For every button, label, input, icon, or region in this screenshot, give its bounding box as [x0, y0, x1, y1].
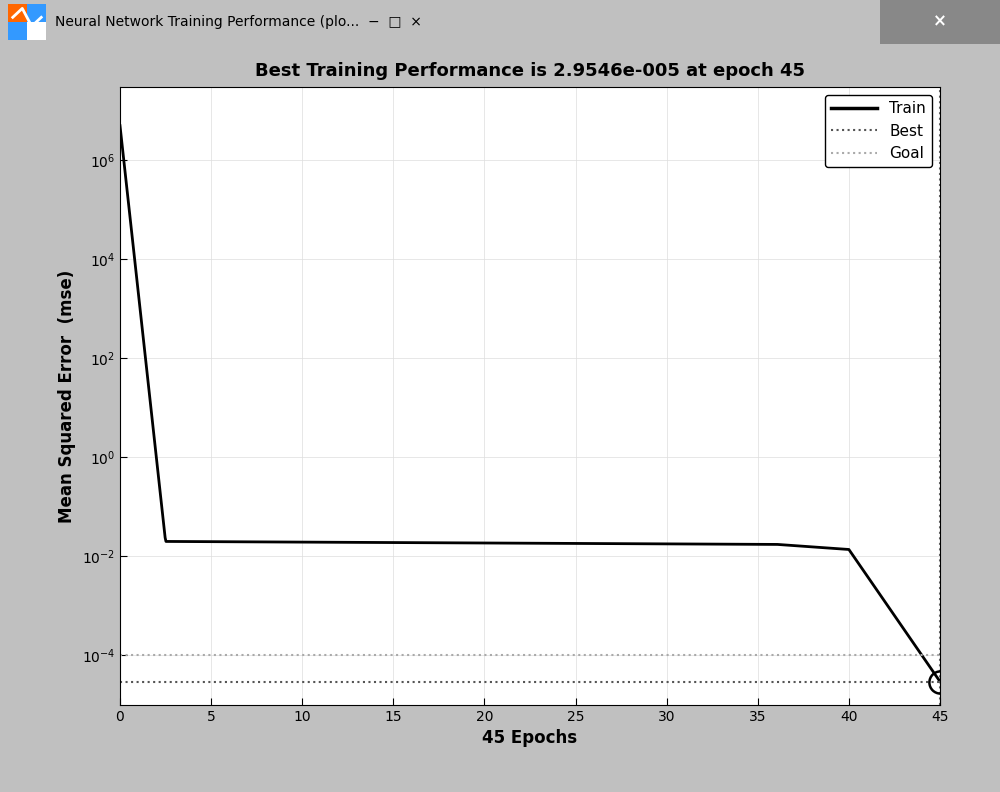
- Legend: Train, Best, Goal: Train, Best, Goal: [825, 95, 932, 167]
- Goal: [114, 650, 126, 660]
- Train: [114, 121, 126, 131]
- Line: Train: Train: [120, 126, 940, 682]
- Train: [753, 539, 765, 549]
- Bar: [27, 21, 46, 40]
- Bar: [880, 0, 1000, 44]
- Bar: [8, 21, 27, 40]
- Text: Neural Network Training Performance (plo...  −  □  ×: Neural Network Training Performance (plo…: [55, 15, 422, 29]
- Title: Best Training Performance is 2.9546e-005 at epoch 45: Best Training Performance is 2.9546e-005…: [255, 62, 805, 80]
- Train: [768, 539, 780, 549]
- Best: [132, 677, 144, 687]
- X-axis label: 45 Epochs: 45 Epochs: [482, 729, 578, 748]
- Train: [446, 538, 458, 547]
- Goal: [132, 650, 144, 660]
- Train: [198, 537, 210, 546]
- Best: [114, 677, 126, 687]
- Bar: [27, 4, 46, 21]
- Train: [934, 677, 946, 687]
- Train: [475, 539, 487, 548]
- Text: ×: ×: [933, 13, 947, 31]
- Train: [677, 539, 689, 549]
- Y-axis label: Mean Squared Error  (mse): Mean Squared Error (mse): [58, 269, 76, 523]
- Bar: [8, 4, 27, 21]
